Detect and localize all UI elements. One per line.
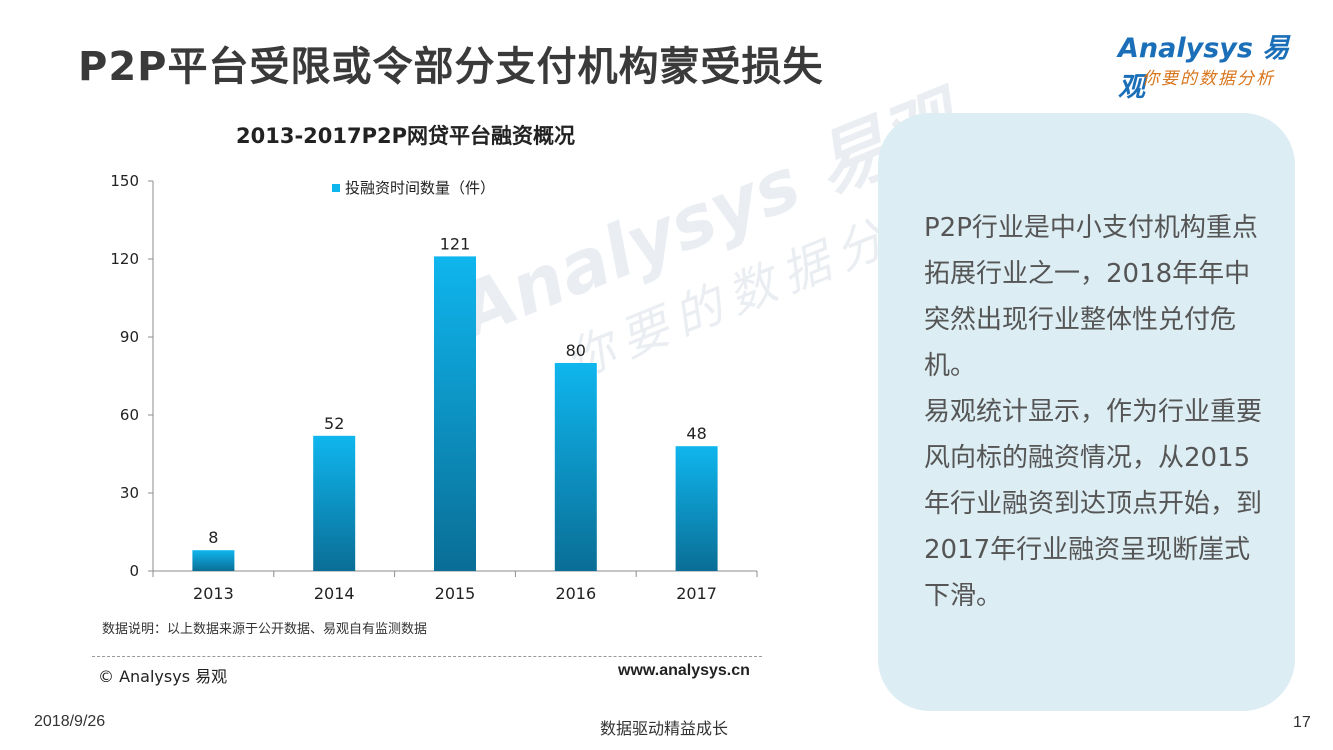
copyright-text: © Analysys 易观 xyxy=(98,667,228,686)
bar-2017 xyxy=(675,446,718,571)
x-tick-label: 2014 xyxy=(314,584,355,603)
x-tick-label: 2017 xyxy=(676,584,717,603)
data-label-2017: 48 xyxy=(686,424,706,443)
footer-slogan: 数据驱动精益成长 xyxy=(600,719,729,738)
website-link[interactable]: www.analysys.cn xyxy=(618,662,750,679)
y-tick-label: 90 xyxy=(120,328,139,346)
data-label-2016: 80 xyxy=(566,341,586,360)
bar-2013 xyxy=(192,550,235,571)
slide-title: P2P平台受限或令部分支付机构蒙受损失 xyxy=(78,44,824,90)
legend-swatch xyxy=(332,184,340,192)
y-tick-label: 30 xyxy=(120,484,139,502)
bar-2016 xyxy=(554,363,597,571)
summary-panel: P2P行业是中小支付机构重点拓展行业之一，2018年年中突然出现行业整体性兑付危… xyxy=(878,113,1295,711)
logo-main-text: Analysys 易观 xyxy=(1118,33,1290,103)
legend-label: 投融资时间数量（件） xyxy=(345,179,495,197)
data-label-2014: 52 xyxy=(324,414,344,433)
chart-title: 2013-2017P2P网贷平台融资概况 xyxy=(236,124,576,148)
summary-paragraph-1: P2P行业是中小支付机构重点拓展行业之一，2018年年中突然出现行业整体性兑付危… xyxy=(924,213,1258,381)
summary-paragraph-2: 易观统计显示，作为行业重要风向标的融资情况，从2015年行业融资到达顶点开始，到… xyxy=(924,397,1263,611)
logo-tagline: 你要的数据分析 xyxy=(1142,69,1275,89)
x-tick-label: 2016 xyxy=(555,584,596,603)
page-number: 17 xyxy=(1293,714,1311,731)
y-tick-label: 0 xyxy=(129,562,139,580)
summary-text: P2P行业是中小支付机构重点拓展行业之一，2018年年中突然出现行业整体性兑付危… xyxy=(924,205,1264,619)
bar-chart: 0 30 60 90 120 150 8 2013 52 2014 121 2015 80 2016 48 2… xyxy=(110,172,758,603)
x-tick-label: 2015 xyxy=(435,584,476,603)
data-source-note: 数据说明：以上数据来源于公开数据、易观自有监测数据 xyxy=(102,622,428,637)
data-label-2013: 8 xyxy=(208,528,218,547)
bar-2014 xyxy=(313,435,356,571)
y-tick-label: 60 xyxy=(120,406,139,424)
data-label-2015: 121 xyxy=(440,234,471,253)
bar-2015 xyxy=(434,256,476,571)
x-tick-label: 2013 xyxy=(193,584,234,603)
footer-divider xyxy=(92,656,762,657)
footer-date: 2018/9/26 xyxy=(34,713,106,730)
analysys-logo: Analysys 易观 你要的数据分析 xyxy=(1118,26,1308,103)
y-tick-label: 120 xyxy=(110,250,139,268)
y-tick-label: 150 xyxy=(110,172,139,190)
